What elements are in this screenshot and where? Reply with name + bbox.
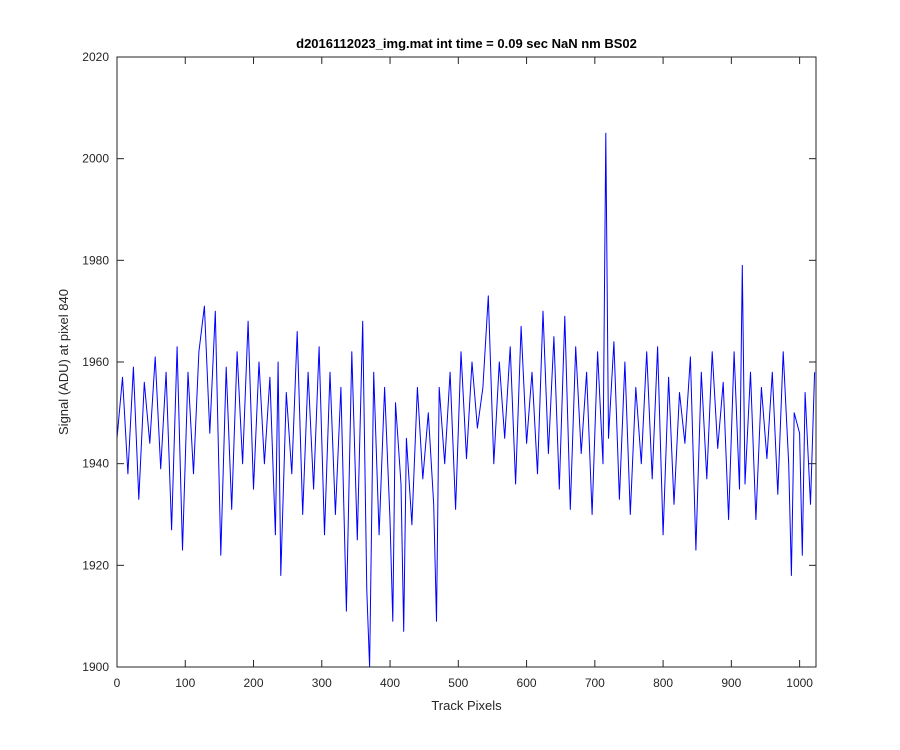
y-tick-label: 2000 bbox=[82, 152, 109, 166]
x-axis-label: Track Pixels bbox=[431, 698, 502, 713]
y-tick-label: 1920 bbox=[82, 558, 109, 572]
y-tick-label: 1960 bbox=[82, 355, 109, 369]
series-line bbox=[116, 132, 816, 668]
x-tick-label: 300 bbox=[312, 676, 332, 690]
x-tick-label: 800 bbox=[653, 676, 673, 690]
x-tick-label: 900 bbox=[721, 676, 741, 690]
y-tick-label: 1980 bbox=[82, 253, 109, 267]
x-tick-label: 1000 bbox=[786, 676, 813, 690]
chart-title: d2016112023_img.mat int time = 0.09 sec … bbox=[296, 36, 637, 51]
y-tick-label: 2020 bbox=[82, 50, 109, 64]
x-tick-label: 100 bbox=[175, 676, 195, 690]
y-axis-label: Signal (ADU) at pixel 840 bbox=[56, 289, 71, 435]
x-tick-label: 200 bbox=[244, 676, 264, 690]
x-tick-label: 600 bbox=[517, 676, 537, 690]
x-tick-label: 0 bbox=[114, 676, 121, 690]
x-tick-label: 400 bbox=[380, 676, 400, 690]
plot-area bbox=[117, 57, 816, 667]
axes-box bbox=[116, 56, 817, 668]
x-tick-label: 500 bbox=[448, 676, 468, 690]
y-tick-label: 1900 bbox=[82, 660, 109, 674]
x-tick-label: 700 bbox=[585, 676, 605, 690]
ticks-layer: 0 100 200 300 400 500 600 700 800 900 1000 1900 1920… bbox=[82, 50, 816, 690]
y-tick-label: 1940 bbox=[82, 457, 109, 471]
series-layer bbox=[116, 132, 816, 668]
